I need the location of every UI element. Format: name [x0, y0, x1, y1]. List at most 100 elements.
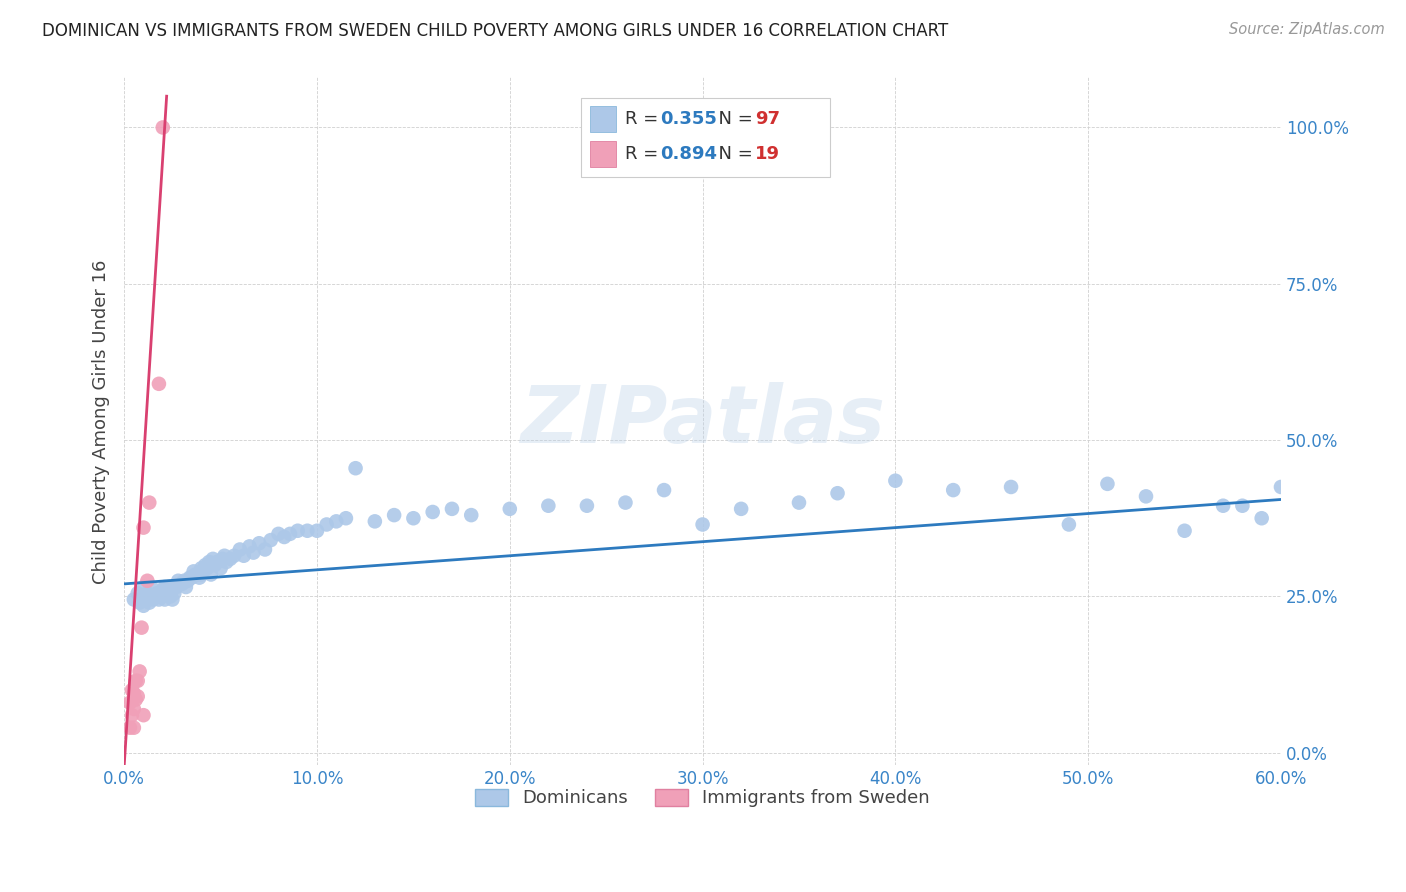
Point	[247, 536, 270, 550]
Text: R =: R =	[626, 111, 664, 128]
Point	[132, 520, 155, 534]
Point	[167, 574, 190, 588]
Point	[128, 596, 150, 610]
Point	[177, 574, 200, 588]
Point	[122, 721, 145, 735]
Point	[1250, 511, 1272, 525]
Point	[190, 567, 212, 582]
Point	[229, 542, 252, 557]
Point	[179, 571, 201, 585]
Point	[184, 567, 207, 582]
Point	[198, 555, 221, 569]
Point	[422, 505, 444, 519]
Point	[122, 702, 145, 716]
Point	[142, 592, 165, 607]
Point	[188, 571, 211, 585]
Point	[121, 683, 143, 698]
Point	[1174, 524, 1197, 538]
Point	[219, 552, 242, 566]
Point	[152, 120, 174, 135]
Point	[273, 530, 295, 544]
Point	[537, 499, 560, 513]
Text: DOMINICAN VS IMMIGRANTS FROM SWEDEN CHILD POVERTY AMONG GIRLS UNDER 16 CORRELATI: DOMINICAN VS IMMIGRANTS FROM SWEDEN CHIL…	[42, 22, 949, 40]
Point	[205, 555, 228, 569]
Point	[344, 461, 367, 475]
Point	[942, 483, 965, 497]
Point	[127, 673, 149, 688]
Point	[148, 376, 170, 391]
Point	[118, 696, 141, 710]
Y-axis label: Child Poverty Among Girls Under 16: Child Poverty Among Girls Under 16	[93, 260, 110, 583]
Text: R =: R =	[626, 145, 664, 162]
Point	[232, 549, 254, 563]
Point	[152, 590, 174, 604]
Point	[141, 590, 163, 604]
Point	[173, 574, 195, 588]
Point	[186, 567, 208, 582]
Point	[143, 590, 166, 604]
Point	[884, 474, 907, 488]
Point	[215, 555, 238, 569]
Point	[652, 483, 675, 497]
Point	[499, 501, 522, 516]
Point	[211, 552, 233, 566]
Point	[260, 533, 283, 548]
Point	[152, 583, 174, 598]
Point	[305, 524, 328, 538]
Text: Source: ZipAtlas.com: Source: ZipAtlas.com	[1229, 22, 1385, 37]
Point	[136, 586, 159, 600]
Point	[364, 514, 387, 528]
Point	[121, 708, 143, 723]
Point	[127, 690, 149, 704]
Point	[162, 592, 184, 607]
FancyBboxPatch shape	[591, 106, 616, 132]
Point	[253, 542, 276, 557]
Point	[138, 495, 160, 509]
Point	[170, 577, 193, 591]
Point	[315, 517, 337, 532]
Point	[125, 673, 148, 688]
Point	[200, 567, 222, 582]
Point	[238, 540, 260, 554]
Text: 19: 19	[755, 145, 780, 162]
Legend: Dominicans, Immigrants from Sweden: Dominicans, Immigrants from Sweden	[468, 781, 936, 814]
Text: 0.894: 0.894	[659, 145, 717, 162]
Point	[194, 558, 217, 573]
Point	[325, 514, 347, 528]
Point	[146, 586, 169, 600]
FancyBboxPatch shape	[591, 141, 616, 167]
Point	[122, 686, 145, 700]
Point	[132, 580, 155, 594]
Point	[143, 583, 166, 598]
Point	[575, 499, 598, 513]
Point	[159, 590, 181, 604]
Point	[1097, 476, 1119, 491]
Point	[157, 580, 180, 594]
Point	[127, 586, 149, 600]
Text: N =: N =	[707, 145, 759, 162]
Point	[204, 558, 226, 573]
Text: 97: 97	[755, 111, 780, 128]
Point	[214, 549, 236, 563]
Point	[193, 565, 215, 579]
Point	[138, 596, 160, 610]
Point	[153, 580, 176, 594]
Point	[730, 501, 752, 516]
Point	[1057, 517, 1080, 532]
Point	[162, 580, 184, 594]
Point	[440, 501, 463, 516]
Text: ZIPatlas: ZIPatlas	[520, 383, 886, 460]
Point	[132, 708, 155, 723]
Point	[1135, 489, 1157, 503]
Point	[209, 561, 232, 575]
Point	[128, 665, 150, 679]
Point	[402, 511, 425, 525]
Point	[165, 580, 187, 594]
Point	[148, 592, 170, 607]
Point	[335, 511, 357, 525]
Point	[224, 549, 246, 563]
Point	[267, 527, 290, 541]
Point	[118, 721, 141, 735]
Point	[827, 486, 849, 500]
Point	[163, 586, 186, 600]
